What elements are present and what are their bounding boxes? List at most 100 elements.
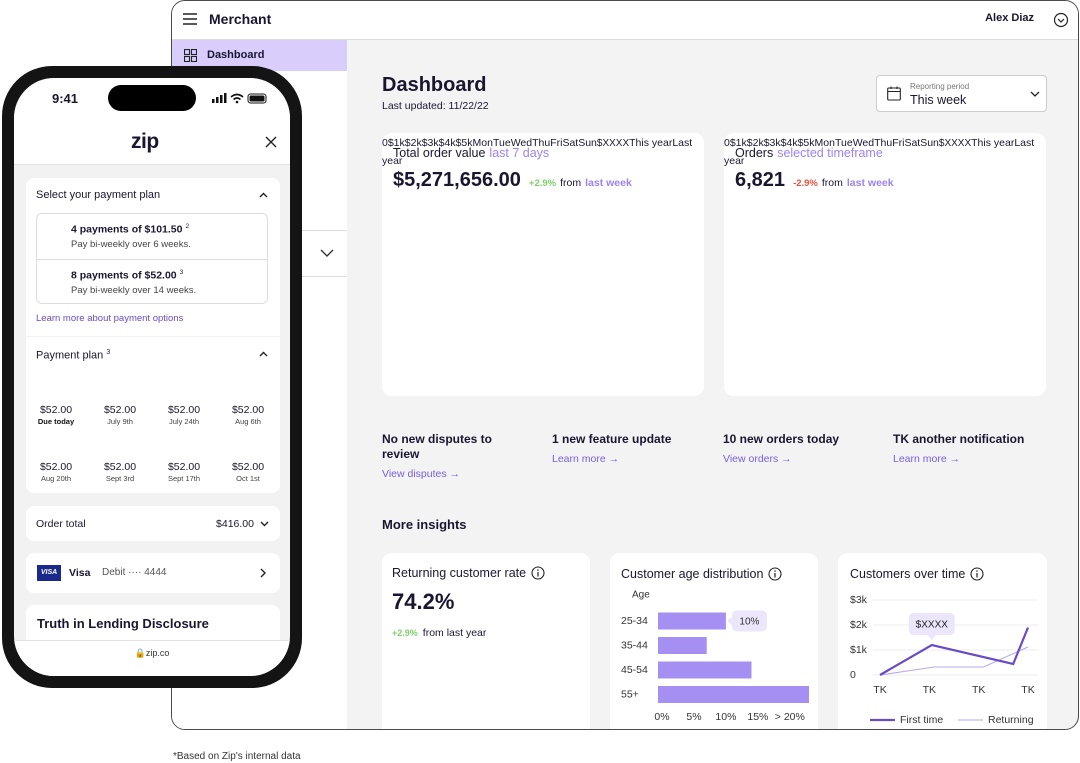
y-tick-label: 0 bbox=[382, 137, 388, 149]
period-value: This week bbox=[910, 93, 967, 107]
metric-from: from bbox=[560, 177, 582, 189]
annotation: $XXXX bbox=[916, 620, 949, 631]
annotation: $XXXX bbox=[938, 138, 972, 149]
x-tick-label: Sun bbox=[578, 137, 597, 149]
user-name[interactable]: Alex Diaz bbox=[985, 12, 1034, 24]
x-tick-label: Sat bbox=[904, 137, 921, 149]
value: $416.00 bbox=[216, 518, 254, 530]
info-icon[interactable] bbox=[768, 567, 782, 581]
notification: 10 new orders today View orders → bbox=[723, 432, 883, 465]
metric-comparison: last week bbox=[585, 177, 632, 189]
payment-method-card[interactable]: VISA Visa Debit ···· 4444 bbox=[26, 553, 280, 593]
annotation: $XXXX bbox=[596, 138, 630, 149]
nav-item-active[interactable] bbox=[172, 40, 347, 71]
y-tick-label: $4k bbox=[438, 137, 456, 149]
card-qualifier: selected timeframe bbox=[777, 146, 883, 160]
notification: TK another notification Learn more → bbox=[893, 432, 1068, 465]
info-icon[interactable] bbox=[970, 567, 984, 581]
x-tick-label: TK bbox=[873, 684, 886, 696]
y-tick-label: $3k bbox=[763, 137, 781, 149]
top-bar bbox=[172, 1, 1078, 40]
line-chart: 0$1k$2k$3k$4k$5kMonTueWedThuFriSatSun$XX… bbox=[724, 133, 1046, 169]
divider bbox=[37, 259, 267, 260]
order-total-card[interactable]: Order total $416.00 bbox=[26, 506, 280, 541]
insight-card: Returning customer rate 74.2% +2.9% from … bbox=[382, 553, 590, 729]
y-tick-label: $5k bbox=[455, 137, 473, 149]
x-tick-label: 10% bbox=[715, 711, 736, 723]
phone-screen: 9:41 zip Select your payment plan 4 paym… bbox=[14, 78, 290, 676]
metric-row: $5,271,656.00 +2.9% from last week bbox=[393, 170, 632, 190]
chevron-right bbox=[260, 568, 266, 578]
y-tick-label: $1k bbox=[729, 137, 747, 149]
x-tick-label: TK bbox=[1021, 684, 1034, 696]
x-tick-label: Wed bbox=[510, 137, 533, 149]
insight-card: Customer age distribution Age 25-34 10% 35-… bbox=[610, 553, 818, 729]
metric-comparison: from last year bbox=[422, 627, 487, 639]
info-icon[interactable] bbox=[531, 566, 545, 580]
x-tick-label: Fri bbox=[892, 137, 905, 149]
metric-value: 6,821 bbox=[735, 169, 786, 191]
notification-link[interactable]: Learn more → bbox=[552, 453, 620, 465]
value-label-bubble bbox=[731, 610, 767, 632]
notification-title: 10 new orders today bbox=[723, 432, 840, 446]
y-tick-label: $3k bbox=[421, 137, 439, 149]
payment-amount: $52.00 bbox=[231, 461, 265, 473]
payment-amount: $52.00 bbox=[167, 404, 201, 416]
footnote-marker: 3 bbox=[106, 349, 111, 356]
option-title-text: 4 payments of $101.50 bbox=[71, 223, 183, 236]
notification-link[interactable]: View orders → bbox=[723, 453, 792, 465]
y-tick-label: $2k bbox=[746, 137, 764, 149]
close-icon[interactable] bbox=[265, 136, 277, 148]
category-label: 55+ bbox=[621, 688, 639, 700]
url: 🔒zip.co bbox=[134, 648, 170, 658]
user-menu-icon[interactable] bbox=[1053, 12, 1069, 28]
card-header: Orders selected timeframe bbox=[735, 147, 888, 160]
chevron-down bbox=[1030, 91, 1040, 97]
payment-date: Aug 6th bbox=[235, 417, 261, 426]
card-title: Returning customer rate bbox=[392, 565, 527, 580]
payment-date: July 24th bbox=[168, 417, 200, 426]
x-tick-label: TK bbox=[923, 684, 936, 696]
axis-label: Age bbox=[632, 590, 650, 601]
metric-row: 6,821 -2.9% from last week bbox=[735, 170, 894, 190]
x-tick-label: 0% bbox=[654, 711, 669, 723]
y-tick-label: $2k bbox=[404, 137, 422, 149]
notification-title: No new disputes to review bbox=[382, 432, 493, 461]
notification-link[interactable]: View disputes → bbox=[382, 468, 461, 480]
label: Order total bbox=[36, 518, 86, 530]
notification-link[interactable]: Learn more → bbox=[893, 453, 961, 465]
chevron-up[interactable] bbox=[259, 192, 268, 198]
option-title: 8 payments of $52.00 3 bbox=[71, 269, 183, 281]
legend-label: Last year bbox=[382, 137, 693, 167]
x-tick-label: Thu bbox=[874, 137, 893, 149]
legend-label: First time bbox=[900, 714, 943, 726]
nav-label[interactable]: Dashboard bbox=[207, 49, 265, 61]
status-time: 9:41 bbox=[52, 91, 79, 106]
option-detail: Pay bi-weekly over 14 weeks. bbox=[71, 285, 197, 296]
x-tick-label: Sun bbox=[920, 137, 939, 149]
metric-comparison: last week bbox=[846, 177, 894, 189]
x-tick-label: 5% bbox=[686, 711, 701, 723]
series-line bbox=[879, 646, 1029, 676]
y-tick-label: 0 bbox=[850, 669, 856, 681]
annotation-bubble bbox=[908, 613, 955, 635]
bar bbox=[658, 637, 707, 654]
card-title: Customer age distribution bbox=[621, 566, 764, 581]
series-line bbox=[879, 627, 1030, 676]
chevron-up[interactable] bbox=[259, 351, 268, 357]
menu-icon[interactable] bbox=[182, 12, 198, 26]
section-title: Payment plan bbox=[36, 349, 104, 362]
notch bbox=[108, 85, 196, 111]
payment-amount: $52.00 bbox=[103, 461, 137, 473]
x-tick-label: > 20% bbox=[775, 711, 805, 723]
option-title: 4 payments of $101.50 2 bbox=[71, 223, 189, 236]
notification-title: 1 new feature update bbox=[552, 432, 672, 446]
metric-card: Total order value last 7 days $5,271,656.0… bbox=[382, 133, 704, 396]
legend-label: This year bbox=[629, 137, 673, 149]
period-select[interactable]: Reporting period This week bbox=[876, 75, 1047, 112]
link[interactable]: Learn more about payment options bbox=[36, 313, 184, 324]
footnote: *Based on Zip's internal data bbox=[173, 751, 301, 762]
url-text: zip.co bbox=[145, 648, 170, 658]
url-bar: 🔒zip.co bbox=[14, 640, 290, 676]
card-header: Total order value last 7 days bbox=[393, 147, 554, 160]
